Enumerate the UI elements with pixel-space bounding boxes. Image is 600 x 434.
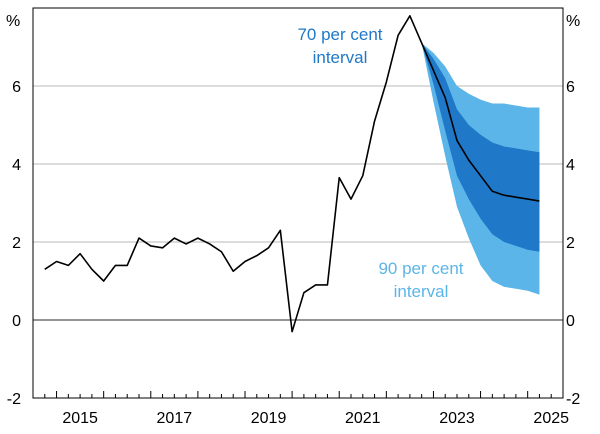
annotations: 70 per cent interval 90 per cent interva… [297,25,463,301]
annotation-90-interval-line1: 90 per cent [378,259,463,278]
annotation-70-interval-line1: 70 per cent [297,25,382,44]
y-tick-label-left: 6 [12,79,21,96]
y-tick-label-right: 0 [566,313,575,330]
series-line [44,15,540,333]
x-tick-label: 2017 [157,410,193,427]
x-tick-label: 2025 [533,410,569,427]
left-unit-label: % [6,13,20,30]
y-tick-label-left: 2 [12,235,21,252]
series-lines [44,15,540,333]
y-tick-label-left: 0 [12,313,21,330]
y-tick-label-left: 4 [12,157,21,174]
y-tick-label-left: -2 [7,391,21,408]
plot-frame [32,7,564,399]
y-tick-label-right: 2 [566,235,575,252]
x-tick-label: 2021 [345,410,381,427]
x-tick-label: 2015 [62,410,98,427]
y-tick-label-right: 6 [566,79,575,96]
forecast-interval-bands [421,43,540,295]
x-tick-label: 2019 [251,410,287,427]
right-unit-label: % [566,13,580,30]
annotation-90-interval-line2: interval [394,282,449,301]
x-tick-label: 2023 [439,410,475,427]
plot-border [32,7,564,399]
y-tick-label-right: 4 [566,157,575,174]
axes: % % -2 -2 0 0 2 2 4 4 6 6 2015 2017 2019 2021 2023 2025 [6,13,580,427]
annotation-70-interval-line2: interval [313,48,368,67]
y-tick-label-right: -2 [566,391,580,408]
interval-band [421,43,540,252]
